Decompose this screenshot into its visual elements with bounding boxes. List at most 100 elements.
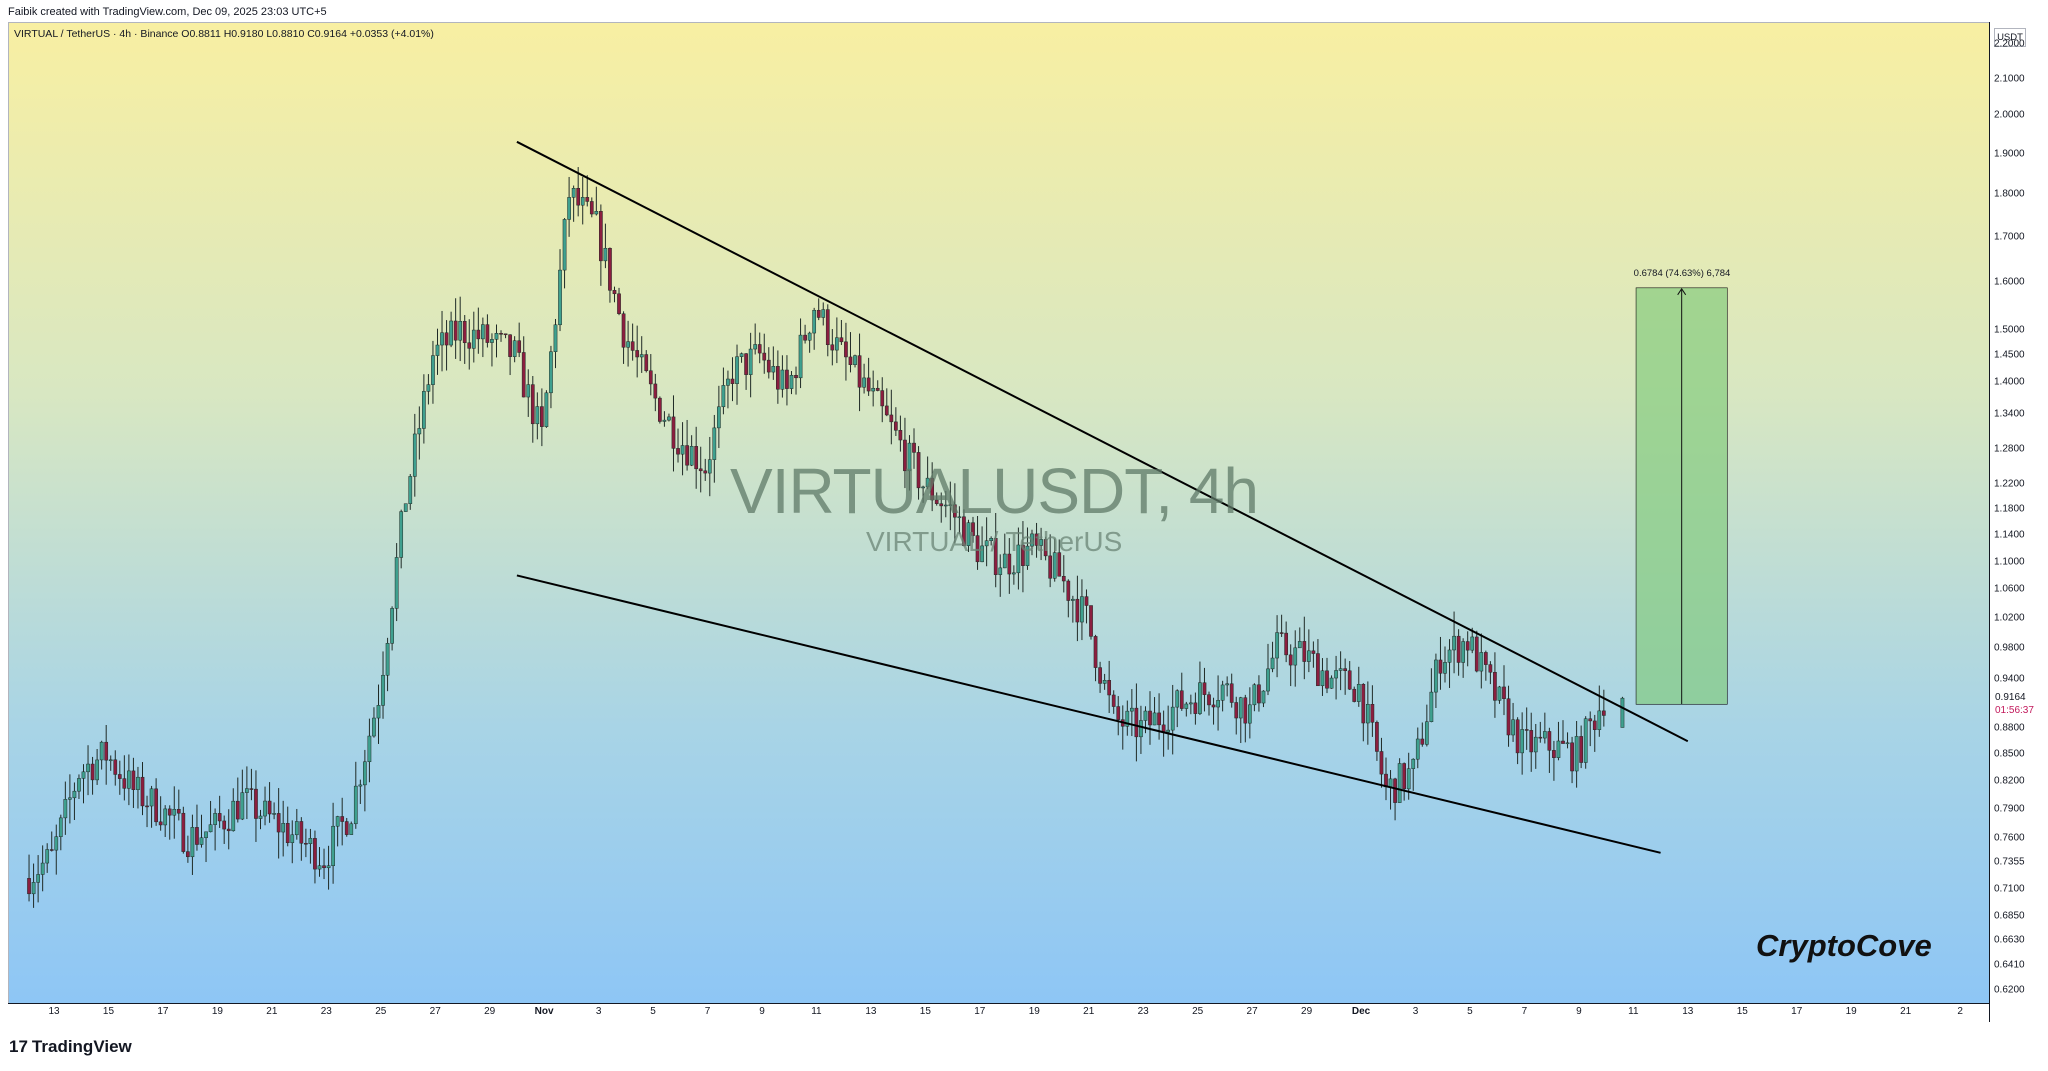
price-axis-tick: 1.3400 (1994, 408, 2025, 420)
candle-body (331, 825, 335, 866)
time-axis-tick: 25 (375, 1006, 387, 1017)
candle-body (780, 369, 785, 390)
candle-body (903, 439, 907, 472)
candle-body (1198, 682, 1202, 714)
candle-body (1130, 707, 1134, 712)
candle-body (1225, 683, 1230, 686)
candle-body (1270, 657, 1275, 670)
price-axis-currency[interactable]: USDT (1994, 28, 2026, 47)
price-axis-tick: 1.4000 (1994, 376, 2025, 388)
candle-body (1043, 539, 1048, 557)
time-axis-tick: 15 (102, 1006, 115, 1017)
candle-body (1352, 688, 1357, 702)
candle-body (1556, 740, 1561, 758)
time-axis-tick: 21 (1083, 1006, 1095, 1017)
price-axis-tick: 0.8800 (1994, 722, 2025, 734)
price-axis-tick: 0.6630 (1994, 934, 2025, 946)
candle-body (1257, 684, 1261, 704)
candle-body (108, 759, 113, 762)
candle-body (1465, 641, 1470, 651)
candle-body (1356, 684, 1361, 702)
candle-body (1084, 596, 1089, 606)
candle-body (290, 834, 295, 844)
candle-body (685, 445, 689, 466)
candle-body (966, 522, 971, 546)
time-axis-tick: 17 (157, 1006, 169, 1017)
candle-body (540, 406, 544, 427)
candle-body (558, 269, 562, 326)
candle-body (1497, 686, 1502, 701)
candle-body (735, 356, 739, 384)
candle-body (567, 197, 571, 220)
candle-body (367, 735, 372, 763)
symbol-legend[interactable]: VIRTUAL / TetherUS · 4h · Binance O0.881… (14, 28, 434, 40)
candle-body (1316, 653, 1320, 687)
price-axis-tick: 2.1000 (1994, 73, 2025, 85)
candle-body (1579, 736, 1583, 763)
candle-body (1547, 731, 1552, 751)
candle-body (499, 333, 503, 335)
candle-body (195, 827, 199, 845)
price-axis-tick: 0.8500 (1994, 748, 2025, 760)
candle-body (1402, 763, 1407, 790)
candle-body (630, 341, 635, 351)
candle-body (281, 823, 286, 833)
candle-body (503, 333, 508, 336)
tradingview-logo-icon: 17 (9, 1037, 28, 1056)
price-axis-tick: 1.1800 (1994, 503, 2025, 515)
candle-body (1338, 668, 1343, 671)
candle-body (744, 353, 748, 375)
candle-body (757, 344, 762, 354)
candle-body (199, 837, 204, 845)
candle-body (1025, 545, 1030, 566)
candle-body (984, 540, 989, 547)
candle-body (1302, 641, 1307, 662)
candle-body (807, 332, 812, 341)
candle-body (1234, 702, 1239, 719)
candle-body (621, 313, 626, 348)
candle-body (1511, 719, 1515, 736)
candle-body (154, 788, 158, 823)
candle-body (340, 816, 345, 822)
candle-body (1438, 659, 1443, 674)
candle-body (431, 355, 435, 385)
candle-body (1306, 650, 1311, 662)
time-axis-tick: 27 (1246, 1006, 1258, 1017)
tradingview-logo[interactable]: 17 TradingView (9, 1037, 132, 1057)
price-axis-tick: 2.2000 (1994, 38, 2025, 50)
candle-body (853, 355, 857, 365)
candle-body (426, 384, 431, 392)
candle-body (440, 332, 444, 346)
time-axis-tick: 11 (1628, 1006, 1639, 1017)
candle-body (844, 341, 848, 358)
candle-body (99, 741, 104, 761)
candle-body (1529, 730, 1534, 753)
candle-body (939, 503, 944, 507)
candle-body (285, 823, 290, 844)
candle-body (1175, 690, 1180, 708)
candle-body (1075, 598, 1080, 623)
candle-body (562, 219, 567, 271)
candle-body (748, 348, 753, 375)
candle-body (962, 516, 966, 546)
candle-body (821, 309, 826, 318)
candle-body (1502, 686, 1506, 699)
candle-body (1089, 605, 1093, 637)
candle-body (1166, 729, 1171, 733)
candle-body (481, 324, 485, 340)
candle-body (1452, 635, 1456, 651)
candle-body (603, 247, 608, 262)
candle-body (544, 392, 549, 427)
candle-body (1012, 572, 1016, 575)
candle-body (1379, 751, 1384, 775)
candle-body (31, 882, 36, 895)
candle-body (1161, 724, 1166, 733)
price-axis-tick: 2.0000 (1994, 109, 2025, 121)
candle-body (707, 459, 712, 474)
candle-body (1039, 539, 1043, 546)
candle-body (304, 842, 308, 845)
candle-body (54, 836, 59, 851)
candle-body (417, 428, 422, 435)
candle-body (258, 815, 263, 819)
